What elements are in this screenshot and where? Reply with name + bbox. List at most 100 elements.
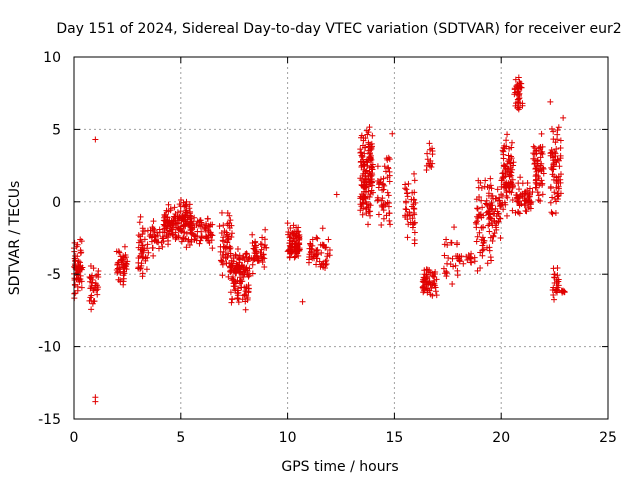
data-point bbox=[159, 243, 166, 250]
data-point bbox=[227, 289, 234, 296]
data-point bbox=[149, 244, 156, 251]
data-point bbox=[493, 213, 500, 220]
data-point bbox=[316, 258, 323, 265]
data-point bbox=[404, 190, 411, 197]
data-point bbox=[460, 260, 467, 267]
data-point bbox=[183, 244, 190, 251]
data-point bbox=[87, 275, 94, 282]
data-point bbox=[474, 233, 481, 240]
data-point bbox=[472, 219, 479, 226]
data-point bbox=[187, 219, 194, 226]
data-point bbox=[236, 280, 243, 287]
data-point bbox=[204, 215, 211, 222]
data-point bbox=[526, 185, 533, 192]
data-point bbox=[87, 262, 94, 269]
data-point bbox=[77, 249, 84, 256]
data-point bbox=[522, 197, 529, 204]
data-point bbox=[287, 225, 294, 232]
data-point bbox=[404, 234, 411, 241]
data-point bbox=[492, 205, 499, 212]
data-point bbox=[441, 252, 448, 259]
data-point bbox=[517, 174, 524, 181]
data-point bbox=[368, 140, 375, 147]
data-points bbox=[71, 74, 568, 405]
data-point bbox=[509, 176, 516, 183]
data-point bbox=[192, 232, 199, 239]
data-point bbox=[299, 298, 306, 305]
data-point bbox=[162, 225, 169, 232]
data-point bbox=[197, 237, 204, 244]
data-point bbox=[552, 210, 559, 217]
data-point bbox=[224, 253, 231, 260]
data-point bbox=[557, 179, 564, 186]
data-point bbox=[560, 114, 567, 121]
data-point bbox=[424, 150, 431, 157]
data-point bbox=[449, 255, 456, 262]
data-point bbox=[553, 146, 560, 153]
data-point bbox=[135, 265, 142, 272]
data-point bbox=[158, 239, 165, 246]
data-point bbox=[411, 211, 418, 218]
data-point bbox=[92, 398, 99, 405]
data-point bbox=[502, 166, 509, 173]
data-point bbox=[306, 253, 313, 260]
data-point bbox=[179, 215, 186, 222]
data-point bbox=[554, 136, 561, 143]
data-point bbox=[220, 248, 227, 255]
data-point bbox=[426, 140, 433, 147]
data-point bbox=[363, 127, 370, 134]
data-point bbox=[385, 203, 392, 210]
data-point bbox=[499, 170, 506, 177]
data-point bbox=[380, 201, 387, 208]
data-point bbox=[293, 224, 300, 231]
data-point bbox=[144, 241, 151, 248]
data-point bbox=[561, 289, 568, 296]
data-point bbox=[319, 260, 326, 267]
data-point bbox=[548, 125, 555, 132]
data-point bbox=[223, 260, 230, 267]
data-point bbox=[291, 254, 298, 261]
data-point bbox=[480, 239, 487, 246]
data-point bbox=[408, 196, 415, 203]
data-point bbox=[552, 150, 559, 157]
data-point bbox=[253, 248, 260, 255]
data-point bbox=[556, 163, 563, 170]
chart-title: Day 151 of 2024, Sidereal Day-to-day VTE… bbox=[56, 21, 621, 37]
data-point bbox=[180, 222, 187, 229]
data-point bbox=[498, 177, 505, 184]
data-point bbox=[248, 255, 255, 262]
data-point bbox=[176, 201, 183, 208]
data-point bbox=[403, 206, 410, 213]
data-point bbox=[190, 231, 197, 238]
data-point bbox=[441, 241, 448, 248]
data-point bbox=[314, 235, 321, 242]
data-point bbox=[357, 146, 364, 153]
y-tick-label: -5 bbox=[47, 267, 61, 283]
data-point bbox=[538, 130, 545, 137]
data-point bbox=[209, 245, 216, 252]
data-point bbox=[509, 166, 516, 173]
data-point bbox=[290, 230, 297, 237]
data-point bbox=[379, 187, 386, 194]
y-tick-label: 10 bbox=[43, 50, 61, 66]
data-point bbox=[485, 190, 492, 197]
data-point bbox=[252, 239, 259, 246]
data-point bbox=[516, 186, 523, 193]
data-point bbox=[515, 74, 522, 81]
data-point bbox=[333, 191, 340, 198]
plot-frame bbox=[73, 56, 609, 420]
data-point bbox=[122, 262, 129, 269]
data-point bbox=[259, 259, 266, 266]
data-point bbox=[374, 194, 381, 201]
data-point bbox=[555, 276, 562, 283]
data-point bbox=[177, 197, 184, 204]
data-point bbox=[257, 241, 264, 248]
data-point bbox=[551, 296, 558, 303]
data-point bbox=[449, 281, 456, 288]
data-point bbox=[403, 186, 410, 193]
data-point bbox=[515, 180, 522, 187]
data-point bbox=[137, 246, 144, 253]
data-point bbox=[421, 278, 428, 285]
data-point bbox=[555, 282, 562, 289]
